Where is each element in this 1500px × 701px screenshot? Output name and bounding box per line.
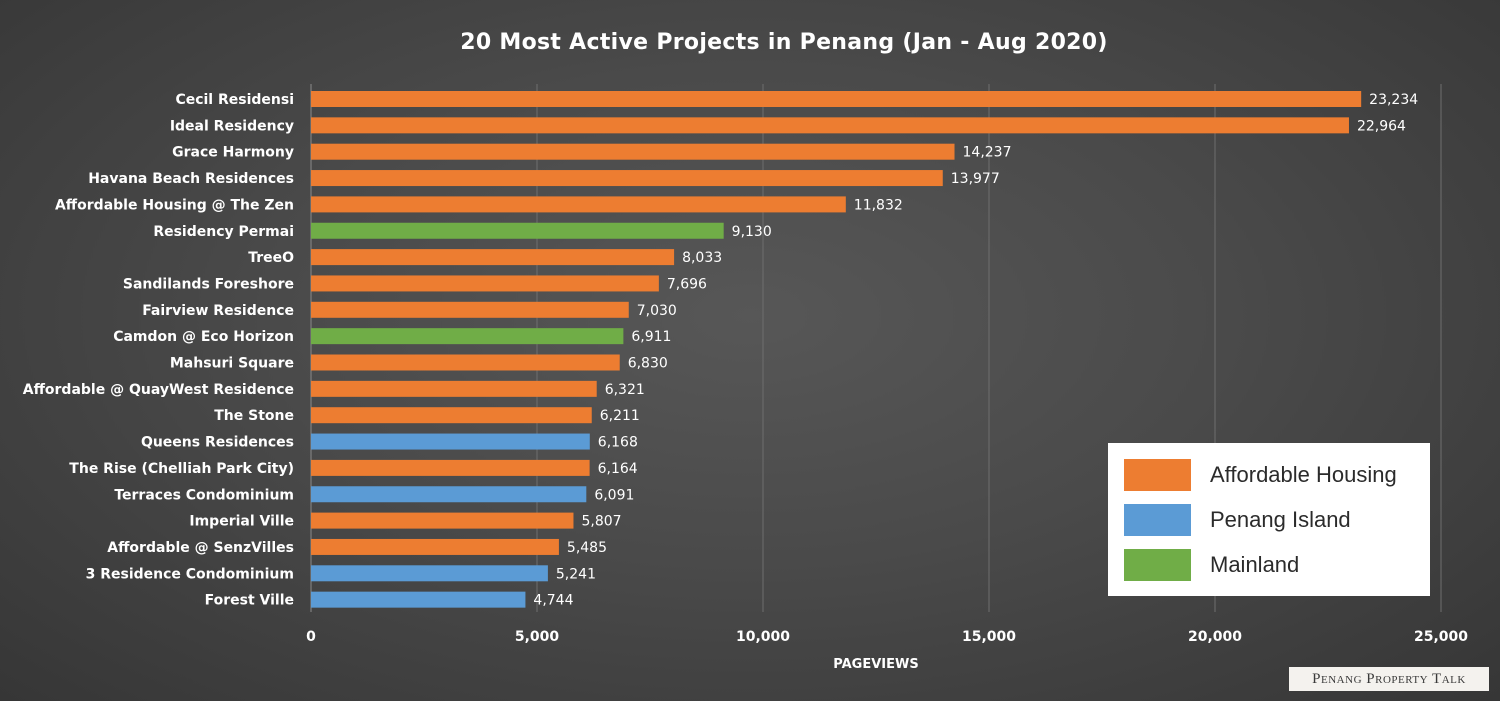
category-label-15: Terraces Condominium xyxy=(114,487,294,503)
legend-label-affordable-housing: Affordable Housing xyxy=(1210,462,1397,487)
category-label-5: Residency Permai xyxy=(153,224,294,240)
category-label-3: Havana Beach Residences xyxy=(88,171,294,187)
value-label-3: 13,977 xyxy=(951,171,1000,187)
value-label-11: 6,321 xyxy=(605,382,645,398)
legend-item-penang-island: Penang Island xyxy=(1124,504,1351,536)
bar-6 xyxy=(311,249,675,266)
bar-18 xyxy=(311,565,548,582)
bar-12 xyxy=(311,407,592,424)
bar-5 xyxy=(311,222,724,239)
value-label-16: 5,807 xyxy=(581,514,621,530)
category-label-17: Affordable @ SenzVilles xyxy=(107,540,294,556)
x-tick-label-0: 0 xyxy=(306,629,316,645)
value-label-1: 22,964 xyxy=(1357,118,1406,134)
watermark-logo: Penang Property Talk xyxy=(1289,667,1489,691)
x-axis-title: PAGEVIEWS xyxy=(833,657,918,672)
value-label-15: 6,091 xyxy=(594,487,634,503)
legend: Affordable Housing Penang Island Mainlan… xyxy=(1108,443,1430,596)
value-label-6: 8,033 xyxy=(682,250,722,266)
legend-label-penang-island: Penang Island xyxy=(1210,507,1351,532)
x-tick-label-4: 20,000 xyxy=(1188,629,1242,645)
category-label-19: Forest Ville xyxy=(205,593,294,609)
legend-swatch-mainland xyxy=(1124,549,1191,581)
legend-item-mainland: Mainland xyxy=(1124,549,1299,581)
value-label-17: 5,485 xyxy=(567,540,607,556)
bar-11 xyxy=(311,380,597,397)
category-label-9: Camdon @ Eco Horizon xyxy=(113,329,294,345)
category-label-11: Affordable @ QuayWest Residence xyxy=(23,382,294,398)
bar-0 xyxy=(311,91,1362,107)
category-label-14: The Rise (Chelliah Park City) xyxy=(69,461,294,477)
bar-13 xyxy=(311,433,590,450)
value-label-18: 5,241 xyxy=(556,566,596,582)
category-label-18: 3 Residence Condominium xyxy=(86,566,294,582)
bar-3 xyxy=(311,170,943,187)
value-label-4: 11,832 xyxy=(854,197,903,213)
value-label-8: 7,030 xyxy=(637,303,677,319)
category-label-10: Mahsuri Square xyxy=(170,356,294,372)
category-label-12: The Stone xyxy=(214,408,294,424)
category-label-7: Sandilands Foreshore xyxy=(123,276,294,292)
bar-19 xyxy=(311,591,526,608)
legend-swatch-affordable-housing xyxy=(1124,459,1191,491)
bar-14 xyxy=(311,459,590,476)
bar-15 xyxy=(311,486,587,503)
value-label-5: 9,130 xyxy=(732,224,772,240)
value-label-12: 6,211 xyxy=(600,408,640,424)
category-label-0: Cecil Residensi xyxy=(175,92,294,108)
bar-1 xyxy=(311,117,1349,134)
bar-8 xyxy=(311,301,629,318)
value-label-9: 6,911 xyxy=(631,329,671,345)
bar-16 xyxy=(311,512,574,529)
value-label-13: 6,168 xyxy=(598,435,638,451)
category-label-4: Affordable Housing @ The Zen xyxy=(55,197,294,213)
value-label-14: 6,164 xyxy=(598,461,638,477)
bar-9 xyxy=(311,328,624,345)
bar-2 xyxy=(311,143,955,160)
bar-7 xyxy=(311,275,659,292)
category-label-6: TreeO xyxy=(248,250,294,266)
value-label-0: 23,234 xyxy=(1369,92,1418,108)
bar-4 xyxy=(311,196,846,213)
value-label-7: 7,696 xyxy=(667,276,707,292)
value-label-2: 14,237 xyxy=(963,145,1012,161)
legend-label-mainland: Mainland xyxy=(1210,552,1300,577)
legend-swatch-penang-island xyxy=(1124,504,1191,536)
category-label-8: Fairview Residence xyxy=(142,303,294,319)
bar-10 xyxy=(311,354,620,371)
x-tick-label-2: 10,000 xyxy=(736,629,790,645)
category-label-2: Grace Harmony xyxy=(172,145,294,161)
x-tick-label-5: 25,000 xyxy=(1414,629,1468,645)
chart-title: 20 Most Active Projects in Penang (Jan -… xyxy=(460,30,1108,55)
legend-item-affordable-housing: Affordable Housing xyxy=(1124,459,1397,491)
category-label-1: Ideal Residency xyxy=(170,118,294,134)
bar-17 xyxy=(311,538,559,555)
value-label-10: 6,830 xyxy=(628,356,668,372)
category-label-16: Imperial Ville xyxy=(189,514,294,530)
x-tick-label-1: 5,000 xyxy=(515,629,560,645)
category-label-13: Queens Residences xyxy=(141,435,294,451)
x-tick-label-3: 15,000 xyxy=(962,629,1016,645)
value-label-19: 4,744 xyxy=(533,593,573,609)
